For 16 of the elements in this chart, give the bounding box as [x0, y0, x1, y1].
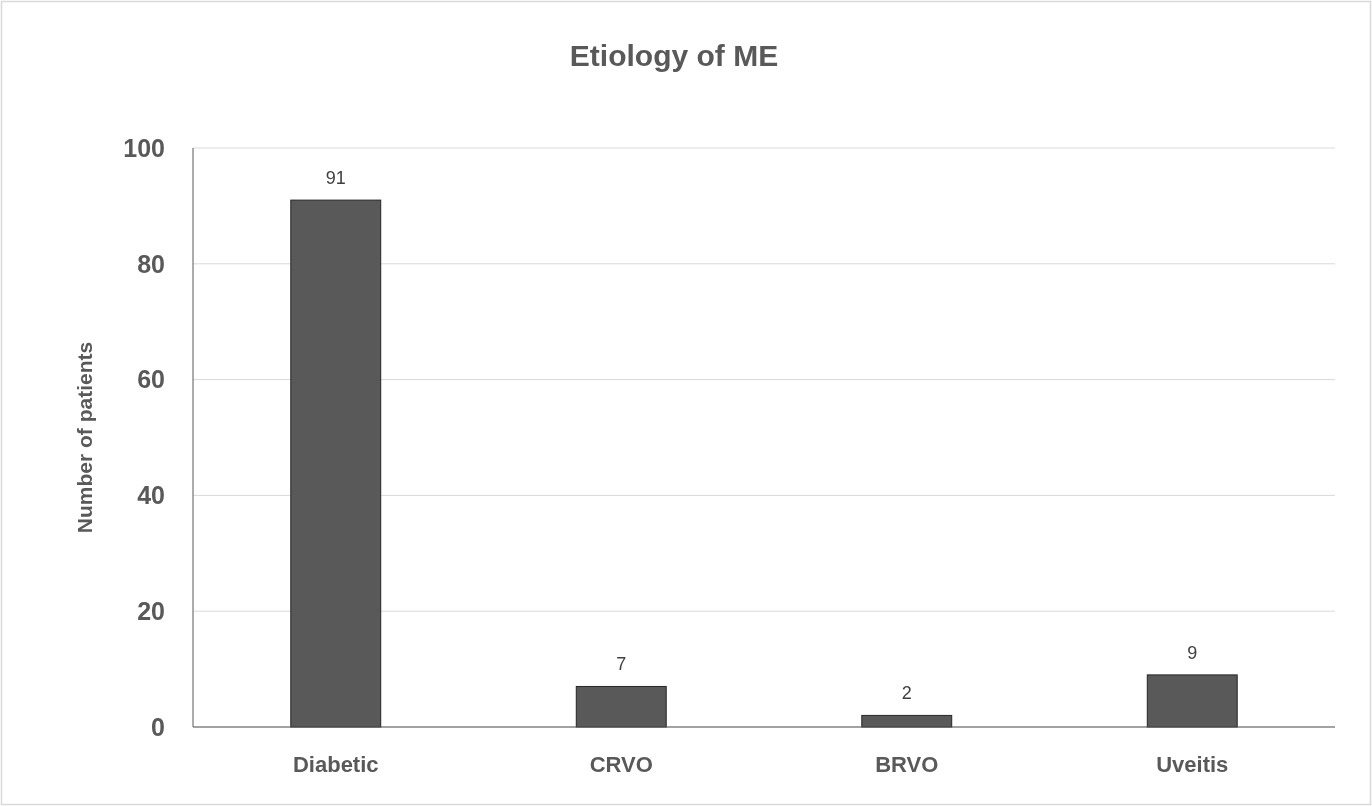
chart-title: Etiology of ME [569, 39, 779, 72]
y-tick-label: 40 [137, 481, 165, 510]
y-tick-label: 0 [151, 712, 165, 741]
data-label: 2 [901, 683, 912, 704]
y-tick-label: 20 [137, 596, 165, 625]
x-tick-label: Diabetic [292, 752, 379, 777]
y-axis-title: Number of patients [73, 341, 96, 534]
data-label: 9 [1187, 642, 1198, 663]
x-tick-label: BRVO [875, 752, 939, 777]
data-label: 91 [325, 168, 346, 189]
data-label: 7 [616, 654, 627, 675]
x-tick-label: Uveitis [1156, 752, 1229, 777]
y-tick-label: 100 [123, 133, 165, 162]
x-tick-label: CRVO [589, 752, 653, 777]
y-tick-label: 80 [137, 249, 165, 278]
y-tick-label: 60 [137, 365, 165, 394]
